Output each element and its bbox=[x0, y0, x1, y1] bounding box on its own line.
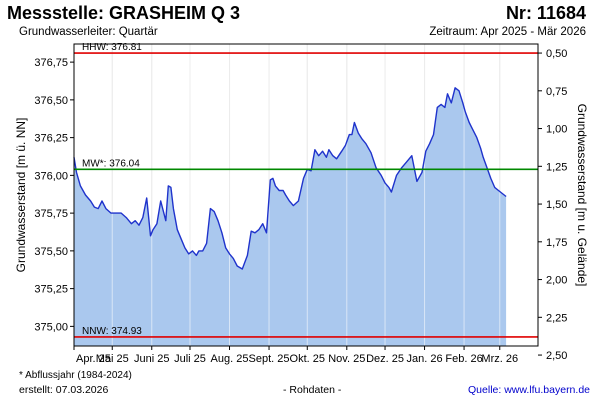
mw-line-label: MW*: 376.04 bbox=[82, 158, 140, 169]
series-line bbox=[73, 87, 507, 270]
plot-frame bbox=[73, 43, 539, 347]
y2-tick-label: 1,00 bbox=[546, 124, 567, 136]
y2-tick-label: 2,25 bbox=[546, 312, 567, 324]
y2-tick-label: 0,50 bbox=[546, 48, 567, 60]
aquifer-label: Grundwasserleiter: Quartär bbox=[19, 26, 158, 38]
x-tick-label: Apr. 25 bbox=[76, 353, 111, 365]
created-date: erstellt: 07.03.2026 bbox=[19, 384, 109, 396]
footnote: * Abflussjahr (1984-2024) bbox=[19, 370, 132, 381]
x-tick-label: Feb. 26 bbox=[445, 353, 482, 365]
y-tick-label: 376,75 bbox=[34, 57, 68, 69]
y-tick-label: 376,25 bbox=[34, 133, 68, 145]
y2-tick-label: 2,00 bbox=[546, 275, 567, 287]
y2-tick-label: 2,50 bbox=[546, 350, 567, 362]
y2-tick-label: 1,25 bbox=[546, 161, 567, 173]
y-tick-label: 375,75 bbox=[34, 208, 68, 220]
x-tick-label: Mai 25 bbox=[96, 353, 129, 365]
hhw-line-label: HHW: 376.81 bbox=[82, 42, 142, 53]
y-tick-label: 376,50 bbox=[34, 95, 68, 107]
source-link[interactable]: Quelle: www.lfu.bayern.de bbox=[468, 384, 590, 396]
nnw-line-label: NNW: 374.93 bbox=[82, 326, 142, 337]
x-tick-label: Mrz. 26 bbox=[481, 353, 518, 365]
x-tick-label: Okt. 25 bbox=[290, 353, 325, 365]
x-tick-label: Jan. 26 bbox=[407, 353, 443, 365]
y2-tick-label: 0,75 bbox=[546, 86, 567, 98]
x-tick-label: Juli 25 bbox=[174, 353, 206, 365]
y-tick-label: 375,50 bbox=[34, 246, 68, 258]
y-axis-label: Grundwasserstand [m ü. NN] bbox=[14, 118, 28, 273]
x-tick-label: Sept. 25 bbox=[249, 353, 290, 365]
series-area bbox=[74, 87, 507, 347]
station-title: Messstelle: GRASHEIM Q 3 bbox=[7, 3, 241, 23]
station-number: Nr: 11684 bbox=[505, 3, 586, 23]
x-tick-label: Nov. 25 bbox=[328, 353, 365, 365]
y-tick-label: 376,00 bbox=[34, 170, 68, 182]
period-label: Zeitraum: Apr 2025 - Mär 2026 bbox=[429, 26, 586, 38]
y2-tick-label: 1,50 bbox=[546, 199, 567, 211]
x-tick-label: Juni 25 bbox=[134, 353, 169, 365]
y2-axis-label: Grundwasserstand [m u. Gelände] bbox=[575, 104, 589, 287]
y2-tick-label: 1,75 bbox=[546, 237, 567, 249]
x-tick-label: Aug. 25 bbox=[211, 353, 249, 365]
y-tick-label: 375,25 bbox=[34, 284, 68, 296]
x-tick-label: Dez. 25 bbox=[366, 353, 404, 365]
rawdata-note: - Rohdaten - bbox=[283, 384, 342, 396]
y-tick-label: 375,00 bbox=[34, 321, 68, 333]
